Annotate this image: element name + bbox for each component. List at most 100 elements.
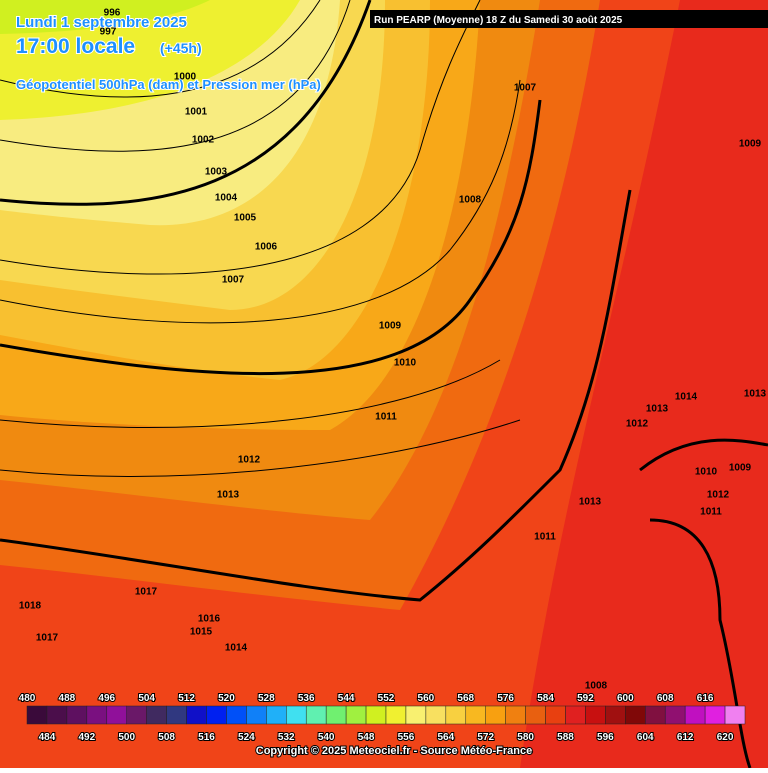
colorbar-label: 564	[437, 732, 454, 743]
isobar	[0, 79, 521, 324]
isobar-label: 1004	[215, 193, 238, 204]
isobar	[649, 518, 752, 769]
isobar-label: 1014	[675, 392, 698, 403]
colorbar-swatch	[166, 705, 187, 725]
isobar-label: 1013	[217, 490, 240, 501]
colorbar-label: 612	[677, 732, 694, 743]
colorbar-swatch	[26, 705, 48, 725]
colorbar-swatch	[385, 705, 407, 725]
isobar-label: 1013	[579, 497, 602, 508]
colorbar-swatch	[206, 705, 227, 725]
colorbar-swatch	[625, 705, 646, 725]
colorbar-label: 516	[198, 732, 215, 743]
lead: (+45h)	[160, 40, 202, 56]
isobar-label: 1009	[379, 321, 402, 332]
isobar	[0, 0, 351, 152]
colorbar-swatch	[545, 705, 566, 725]
colorbar-swatch	[585, 705, 606, 725]
isobar	[0, 419, 521, 477]
isobar-label: 1017	[135, 587, 158, 598]
isobar-label: 1011	[375, 412, 397, 423]
colorbar-swatch	[305, 705, 327, 725]
isobar-label: 1013	[744, 389, 767, 400]
isobar-label: 1007	[514, 83, 537, 94]
colorbar-swatch	[86, 705, 108, 725]
colorbar-label: 548	[358, 732, 375, 743]
run-bar	[370, 10, 768, 28]
colorbar-swatch	[345, 705, 367, 725]
isobar-label: 1012	[238, 455, 261, 466]
isobar-label: 1018	[19, 601, 42, 612]
colorbar: 480 484 488 492 496 500 504 508 512 516 520 524 528 5…	[18, 692, 746, 744]
isobar-label: 1012	[626, 419, 649, 430]
colorbar-label: 528	[258, 693, 275, 704]
isobar-label: 1001	[185, 107, 208, 118]
isobar-label: 997	[100, 27, 117, 38]
subtitle: Géopotentiel 500hPa (dam) et Pression me…	[16, 77, 321, 92]
colorbar-label: 560	[418, 693, 435, 704]
colorbar-label: 584	[537, 693, 554, 704]
colorbar-label: 600	[617, 693, 634, 704]
colorbar-swatch	[505, 705, 526, 725]
colorbar-label: 504	[138, 693, 155, 704]
time: 17:00 locale	[16, 35, 135, 58]
isobar-label: 1003	[205, 167, 228, 178]
colorbar-label: 608	[657, 693, 674, 704]
colorbar-label: 588	[557, 732, 574, 743]
colorbar-label: 492	[78, 732, 95, 743]
colorbar-label: 544	[338, 693, 355, 704]
isobar	[0, 359, 501, 428]
colorbar-label: 520	[218, 693, 235, 704]
colorbar-label: 556	[398, 732, 415, 743]
colorbar-swatch	[186, 705, 207, 725]
run-info: Run PEARP (Moyenne) 18 Z du Samedi 30 ao…	[374, 15, 623, 26]
colorbar-label: 536	[298, 693, 315, 704]
colorbar-swatch	[684, 705, 706, 725]
isobar-label: 996	[104, 8, 121, 19]
colorbar-swatch	[266, 705, 287, 725]
colorbar-swatch	[325, 705, 347, 725]
isobar-label: 1006	[255, 242, 278, 253]
isobar-label: 1010	[394, 358, 417, 369]
isobar	[0, 0, 372, 206]
isobar-label: 1010	[695, 467, 718, 478]
isobar-label: 1008	[459, 195, 482, 206]
colorbar-label: 496	[98, 693, 115, 704]
isobar	[0, 0, 481, 275]
colorbar-label: 524	[238, 732, 255, 743]
colorbar-swatch	[146, 705, 167, 725]
isobar-label: 1009	[739, 139, 762, 150]
colorbar-swatch	[704, 705, 726, 725]
isobar-label: 1013	[646, 404, 669, 415]
isobar	[639, 438, 768, 472]
isobar	[0, 99, 542, 376]
colorbar-label: 480	[19, 693, 36, 704]
colorbar-swatch	[126, 705, 147, 725]
isobar-label: 1008	[585, 681, 608, 692]
colorbar-label: 616	[697, 693, 714, 704]
colorbar-swatch	[465, 705, 486, 725]
isobar	[0, 0, 321, 98]
colorbar-label: 580	[517, 732, 534, 743]
isobar-labels: 996 997 1000 1001 1002 1003 1004 1005 1006 1007 10…	[19, 8, 767, 692]
colorbar-swatch	[664, 705, 686, 725]
isobar-label: 1016	[198, 614, 221, 625]
isobar-label: 1011	[534, 532, 556, 543]
colorbar-swatch	[405, 705, 427, 725]
colorbar-label: 484	[39, 732, 56, 743]
isobar-label: 1002	[192, 135, 215, 146]
colorbar-swatch	[66, 705, 88, 725]
colorbar-swatch	[565, 705, 586, 725]
colorbar-label: 512	[178, 693, 195, 704]
isobar-label: 1015	[190, 627, 213, 638]
colorbar-swatch	[525, 705, 546, 725]
colorbar-label: 576	[497, 693, 514, 704]
colorbar-swatch	[645, 705, 666, 725]
title: Lundi 1 septembre 2025	[16, 14, 187, 31]
copyright: Copyright © 2025 Meteociel.fr - Source M…	[256, 745, 532, 757]
colorbar-label: 488	[59, 693, 76, 704]
colorbar-label: 604	[637, 732, 654, 743]
colorbar-label: 540	[318, 732, 335, 743]
